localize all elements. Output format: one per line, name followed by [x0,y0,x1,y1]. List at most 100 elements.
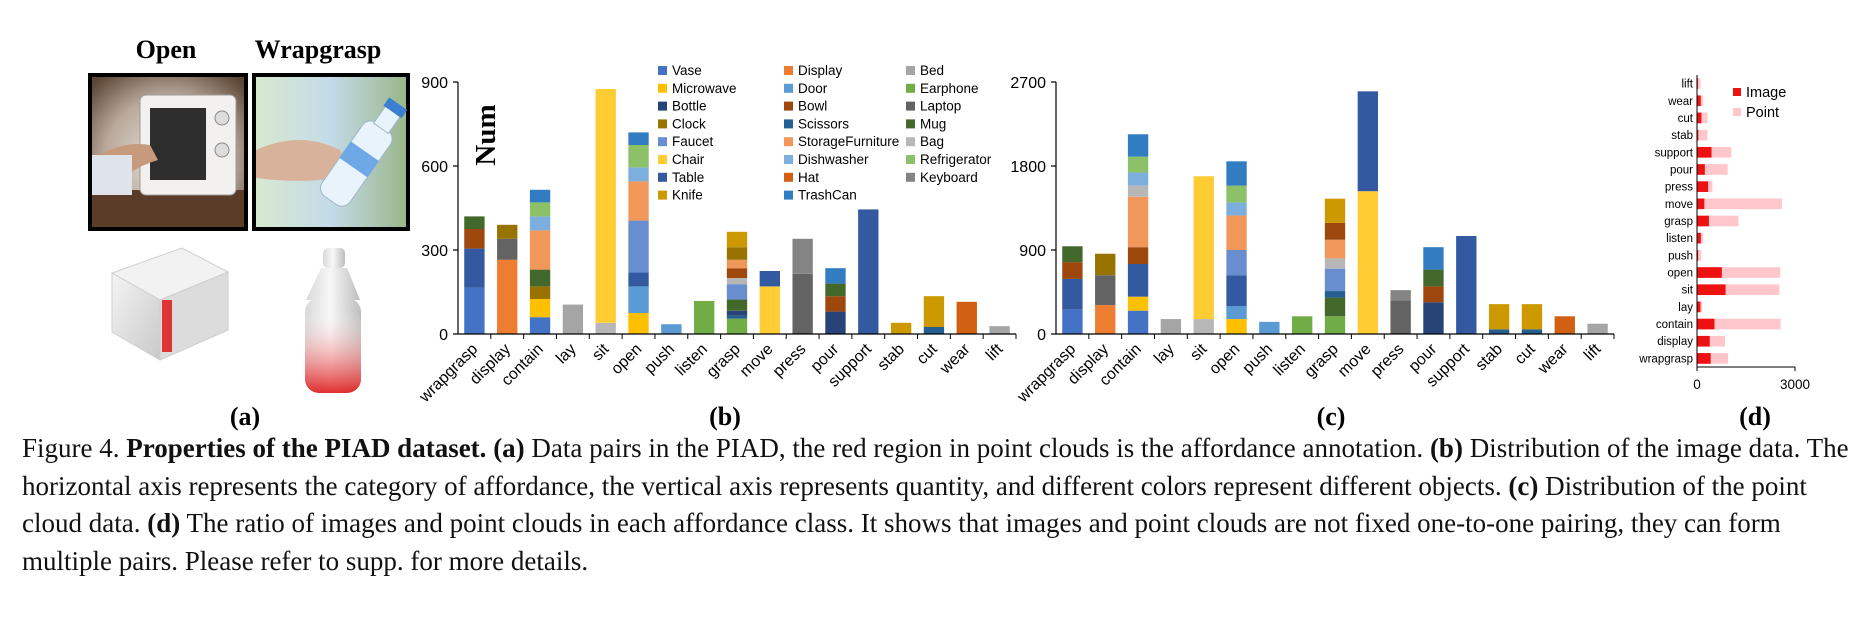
chart-c-ytick-label: 1800 [1010,159,1046,176]
chart-b-xtick-label: cut [914,340,942,368]
panel-d-label: (d) [1739,402,1771,431]
open-photo [88,73,248,231]
chart-d-bar-point-open [1697,267,1781,278]
chart-b-bar-wear-Hat [956,301,977,334]
chart-d-bar-point-sit [1697,284,1780,296]
chart-c-ytick-label: 2700 [1010,75,1046,92]
chart-b-bar-open-Door [628,286,649,313]
chart-d-xtick-label: 0 [1693,377,1701,392]
chart-b-bar-open-Faucet [628,220,649,273]
legend-swatch-Bottle [658,101,667,111]
chart-d-category-label: lay [1678,302,1693,314]
chart-c-bar-contain-Bowl [1127,247,1149,264]
chart-b-bar-grasp-Knife [726,231,748,248]
chart-d-category-label: push [1668,250,1693,262]
chart-d-bar-image-press [1697,181,1709,192]
chart-b-bar-grasp-Mug [726,299,748,311]
chart-c-bar-contain-Vase [1127,310,1149,334]
chart-b-ytick-label: 600 [421,159,448,176]
chart-b-bar-grasp-Scissors [726,315,748,319]
chart-c-xtick-label: move [1335,341,1375,381]
chart-b-bar-display-Display [497,259,518,334]
chart-c-bar-pour-Bowl [1423,286,1444,303]
chart-b-bar-sit-Chair [595,89,616,323]
chart-c-bar-display-Clock [1095,253,1116,276]
chart-b-bar-contain-Mug [529,269,551,287]
legend-swatch-TrashCan [784,190,793,200]
figure-caption: Figure 4. Properties of the PIAD dataset… [22,430,1872,580]
chart-b-bar-pour-Bottle [825,311,846,334]
chart-c-xtick-label: wear [1534,340,1572,378]
chart-b-bar-grasp-Bag [726,278,748,285]
legend-swatch-Chair [658,155,667,164]
chart-c-bar-wear-Hat [1554,316,1575,334]
chart-c-xtick-label: lay [1151,341,1177,367]
legend-label-Laptop: Laptop [920,99,961,114]
chart-b-bar-stab-Knife [890,322,912,334]
chart-c-xtick-label: push [1240,341,1277,378]
chart-d-category-label: support [1655,147,1694,159]
chart-b-xtick-label: lift [983,340,1007,364]
legend-swatch-Vase [658,66,667,75]
chart-c-bar-push-Door [1259,321,1280,334]
chart-c-xtick-label: listen [1271,341,1309,379]
chart-c-bar-open-Faucet [1226,250,1247,276]
chart-c-bar-open-Microwave [1226,319,1247,334]
legend-swatch-Keyboard [906,172,915,182]
chart-c-bar-open-Dishwasher [1226,202,1247,216]
chart-b-xtick-label: grasp [704,341,744,381]
chart-d-category-label: open [1667,268,1693,280]
chart-b-bar-grasp-Earphone [726,318,748,334]
chart-b-xtick-label: push [642,341,679,378]
chart-d-legend-swatch-Image [1733,88,1741,96]
legend-label-Chair: Chair [672,152,705,167]
caption-title: Properties of the PIAD dataset. [126,433,487,463]
chart-c-ytick-label: 900 [1019,243,1046,260]
chart-c-bar-open-StorageFurniture [1226,215,1247,250]
chart-c-bar-contain-Microwave [1127,296,1149,311]
chart-b-bar-sit-Bag [595,322,616,334]
chart-c-xtick-label: lift [1581,340,1605,364]
chart-c-bar-pour-Mug [1423,269,1444,287]
chart-c-bar-press-Keyboard [1390,290,1411,301]
legend-label-Mug: Mug [920,116,946,131]
chart-d-bar-image-wear [1697,95,1701,107]
legend-label-TrashCan: TrashCan [798,188,857,203]
chart-b-bar-wrapgrasp-Vase [464,287,485,334]
legend-label-Bag: Bag [920,134,944,149]
chart-c-bar-open-TrashCan [1226,161,1247,186]
chart-c-bar-pour-Bottle [1423,302,1444,334]
chart-d-bar-point-push [1697,250,1702,261]
chart-b-xtick-label: listen [673,341,711,379]
chart-b-xtick-label: stab [875,341,908,374]
chart-c-bar-cut-Scissors [1521,329,1543,334]
chart-d-bar-image-lay [1697,301,1701,313]
chart-c-bar-grasp-Mug [1324,297,1346,317]
chart-c-bar-contain-Refrigerator [1127,156,1149,173]
chart-d-bar-point-cut [1697,112,1708,124]
chart-c-xtick-label: sit [1187,340,1211,364]
legend-label-Faucet: Faucet [672,134,714,149]
chart-c-bar-wrapgrasp-Vase [1062,309,1083,334]
chart-d-category-label: stab [1671,130,1693,142]
chart-b-bar-push-Door [661,324,682,334]
chart-c-bar-grasp-Knife [1324,198,1346,223]
legend-swatch-Clock [658,119,667,129]
chart-b-xtick-label: open [608,341,645,378]
legend-swatch-Knife [658,190,667,200]
chart-b-bar-pour-Bowl [825,296,846,312]
chart-b-bar-lift-Bed [989,326,1010,334]
legend-label-Bed: Bed [920,63,944,78]
caption-b-text: Distribution of the image data. The hori… [22,433,1849,501]
chart-d-bar-point-support [1697,146,1732,158]
legend-label-Microwave: Microwave [672,81,737,96]
chart-c-bar-grasp-Faucet [1324,268,1346,292]
chart-c-bar-grasp-Earphone [1324,316,1346,334]
chart-c-bar-display-Display [1095,305,1116,334]
chart-c-bar-stab-Scissors [1488,329,1510,334]
chart-c-bar-contain-Table [1127,264,1149,297]
chart-d-category-label: press [1665,182,1693,194]
chart-b-bar-display-Laptop [497,238,518,260]
chart-c-bar-press-Laptop [1390,300,1411,334]
